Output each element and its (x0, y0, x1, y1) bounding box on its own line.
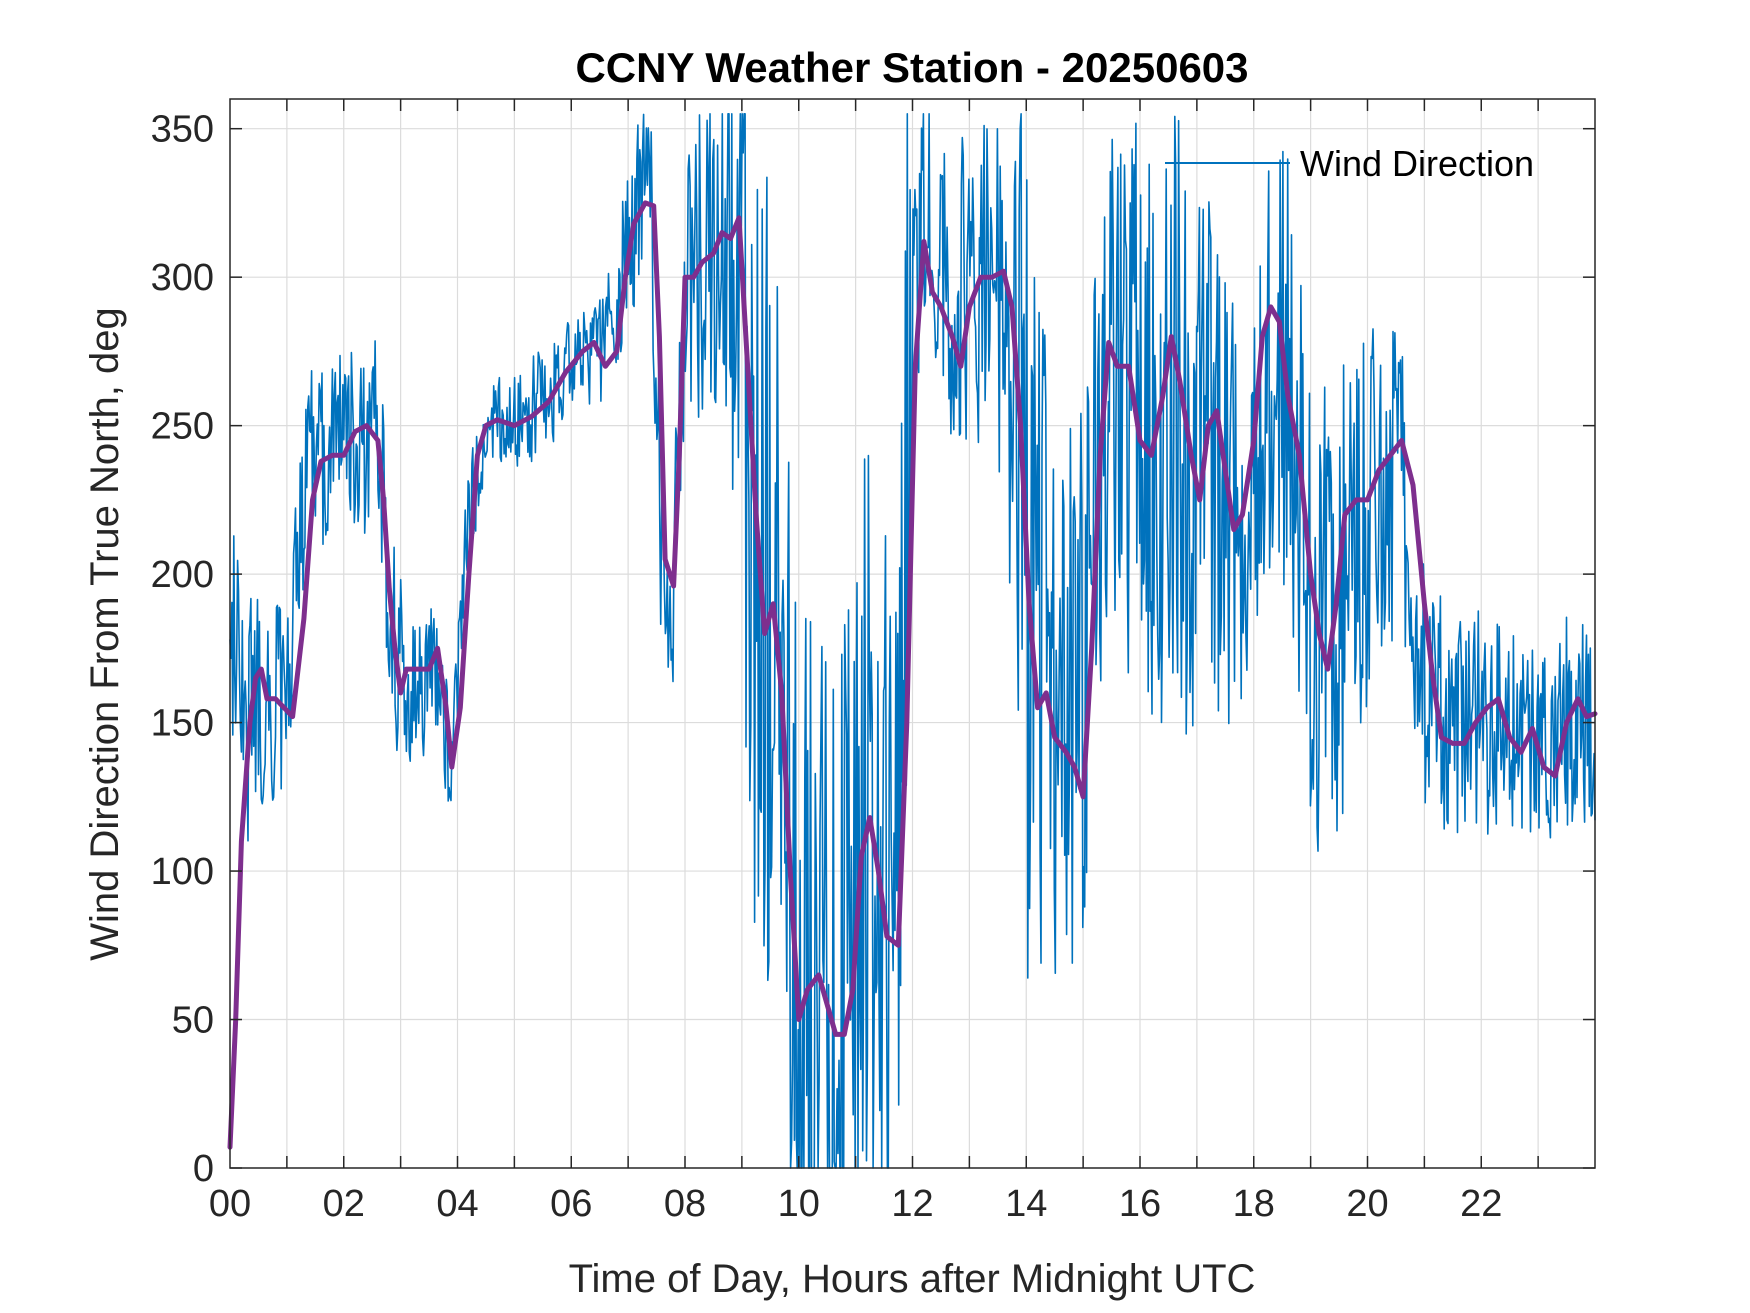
x-tick-label: 08 (664, 1183, 706, 1225)
y-tick-label: 350 (151, 109, 214, 151)
x-tick-label: 06 (550, 1183, 592, 1225)
y-tick-label: 300 (151, 257, 214, 299)
y-axis-label: Wind Direction From True North, deg (83, 307, 127, 961)
x-tick-label: 22 (1460, 1183, 1502, 1225)
y-tick-label: 100 (151, 851, 214, 893)
x-tick-labels: 00 02 04 06 08 10 12 14 16 18 20 22 (209, 1183, 1503, 1225)
legend-label-wind-direction: Wind Direction (1300, 143, 1534, 184)
x-tick-label: 02 (323, 1183, 365, 1225)
y-tick-label: 50 (172, 1000, 214, 1042)
x-tick-label: 20 (1346, 1183, 1388, 1225)
legend: Wind Direction (1165, 143, 1534, 184)
chart-title: CCNY Weather Station - 20250603 (575, 44, 1248, 91)
x-tick-label: 14 (1005, 1183, 1047, 1225)
series-running-mean (227, 200, 1598, 1150)
x-tick-label: 10 (778, 1183, 820, 1225)
series-layer (227, 113, 1598, 1169)
x-tick-label: 18 (1233, 1183, 1275, 1225)
x-tick-label: 00 (209, 1183, 251, 1225)
x-tick-label: 16 (1119, 1183, 1161, 1225)
x-axis-label: Time of Day, Hours after Midnight UTC (569, 1257, 1256, 1301)
y-tick-labels: 0 50 100 150 200 250 300 350 (151, 109, 214, 1190)
y-tick-label: 250 (151, 406, 214, 448)
x-tick-label: 12 (891, 1183, 933, 1225)
y-tick-label: 150 (151, 703, 214, 745)
y-tick-label: 200 (151, 554, 214, 596)
x-tick-label: 04 (436, 1183, 478, 1225)
tick-marks (230, 99, 1595, 1169)
y-tick-label: 0 (193, 1148, 214, 1190)
